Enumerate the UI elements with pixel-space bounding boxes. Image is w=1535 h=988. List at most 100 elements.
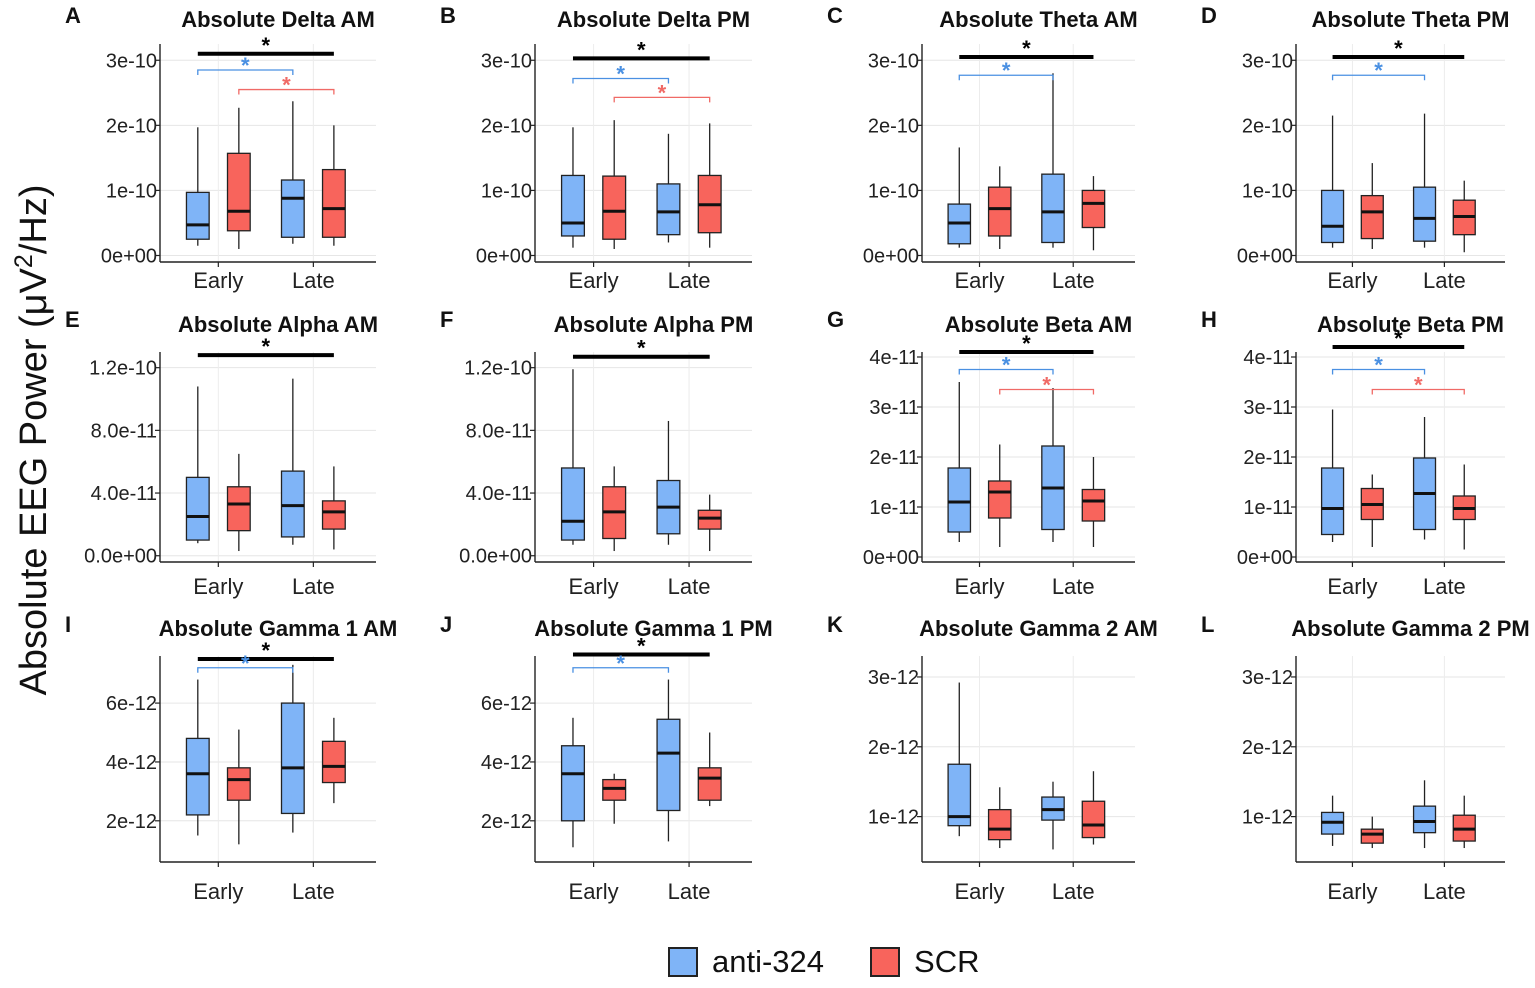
sig-star: * (1022, 36, 1031, 61)
box-body (560, 174, 586, 237)
panel-a: A Absolute Delta AM 0e+00 1e-10 2e-10 3e-10 Ea… (65, 3, 376, 293)
y-axis-main-label: Absolute EEG Power (μV2/Hz) (10, 185, 55, 696)
y-tick-label: 4e-12 (106, 752, 157, 774)
box-anti-early (185, 679, 210, 836)
x-tick-label: Early (193, 268, 243, 293)
panel-f: F Absolute Alpha PM 0.0e+00 4.0e-11 8.0e-11 1… (440, 307, 753, 599)
significance-blue: * (197, 651, 294, 676)
x-tick-label: Early (1327, 879, 1377, 904)
significance-blue: * (572, 651, 670, 676)
box-scr-early (602, 120, 627, 249)
box-anti-early (1320, 409, 1345, 542)
x-tick-label: Early (954, 268, 1004, 293)
panel-title: Absolute Alpha PM (554, 312, 754, 337)
y-tick-label: 0e+00 (863, 245, 919, 267)
y-tick-label: 2e-11 (1243, 447, 1293, 469)
panel-title: Absolute Gamma 1 PM (534, 616, 772, 641)
y-tick-label: 1.2e-10 (464, 358, 532, 380)
y-tick-label: 6e-12 (481, 693, 532, 715)
box-body (987, 808, 1012, 841)
box-anti-late (1412, 780, 1437, 849)
box-anti-late (280, 664, 305, 833)
y-tick-label: 3e-10 (481, 50, 532, 72)
y-tick-label: 8.0e-11 (91, 420, 157, 442)
box-anti-late (1041, 781, 1065, 850)
box-scr-late (1081, 176, 1106, 251)
box-body (280, 470, 305, 538)
y-tick-label: 1e-11 (1243, 497, 1293, 519)
sig-bracket (197, 69, 294, 76)
y-tick-label: 8.0e-11 (466, 420, 532, 442)
panel-title: Absolute Delta PM (557, 7, 750, 32)
box-scr-late (321, 717, 346, 804)
panel-letter: E (65, 307, 80, 332)
box-anti-late (280, 101, 305, 244)
box-anti-late (1412, 113, 1437, 248)
sig-star: * (262, 334, 271, 359)
legend-swatch-scr (870, 947, 901, 977)
significance-blue: * (958, 353, 1054, 378)
y-tick-label: 0e+00 (1237, 547, 1293, 569)
sig-star: * (262, 638, 271, 663)
box-anti-early (947, 682, 972, 837)
sig-bracket (613, 96, 711, 103)
box-scr-early (1360, 163, 1384, 249)
panel-letter: K (827, 612, 843, 637)
panel-letter: I (65, 612, 71, 637)
box-scr-late (697, 123, 722, 248)
sig-star: * (637, 336, 646, 361)
box-scr-late (1452, 180, 1476, 253)
sig-star: * (1414, 373, 1423, 398)
box-body (226, 767, 251, 801)
panel-letter: F (440, 307, 453, 332)
panel-h: H Absolute Beta PM 0e+00 1e-11 2e-11 3e-11 4e-… (1201, 307, 1505, 599)
significance-black: * (959, 331, 1094, 356)
x-tick-label: Early (1327, 574, 1377, 599)
y-tick-label: 0.0e+00 (459, 546, 532, 568)
y-tick-label: 4.0e-11 (466, 483, 532, 505)
y-tick-label: 0e+00 (1237, 245, 1293, 267)
sig-bracket (999, 388, 1095, 395)
sig-bracket (958, 368, 1054, 375)
box-scr-late (321, 466, 346, 550)
y-tick-label: 1e-10 (106, 180, 157, 202)
panel-title: Absolute Beta PM (1317, 312, 1504, 337)
box-body (1081, 189, 1106, 229)
x-tick-label: Late (1052, 268, 1095, 293)
x-tick-label: Late (292, 268, 335, 293)
legend-label-anti: anti-324 (712, 944, 825, 979)
y-tick-label: 1.2e-10 (89, 358, 157, 380)
significance-red: * (999, 373, 1095, 398)
panel-title: Absolute Theta PM (1311, 7, 1509, 32)
sig-star: * (241, 53, 250, 78)
box-scr-late (1452, 795, 1476, 849)
box-body (1041, 173, 1065, 244)
significance-black: * (197, 334, 334, 359)
y-tick-label: 4e-11 (869, 347, 919, 369)
legend-swatch-anti (668, 947, 698, 977)
box-body (697, 509, 722, 530)
y-tick-label: 1e-10 (868, 180, 919, 202)
significance-black: * (197, 638, 334, 663)
sig-star: * (1394, 36, 1403, 61)
y-tick-label: 2e-10 (1242, 115, 1293, 137)
box-body (1081, 488, 1106, 522)
box-body (321, 740, 346, 784)
panel-l: L Absolute Gamma 2 PM 1e-12 2e-12 3e-12 Early… (1201, 612, 1530, 904)
x-tick-label: Late (292, 879, 335, 904)
significance-black: * (572, 634, 710, 659)
box-body (1360, 828, 1384, 844)
sig-star: * (241, 651, 250, 676)
box-body (321, 500, 346, 530)
y-tick-label: 4e-11 (1243, 347, 1293, 369)
box-body (185, 191, 210, 240)
sig-bracket (1331, 74, 1426, 81)
y-tick-label: 3e-12 (868, 667, 919, 689)
box-anti-early (947, 382, 972, 542)
sig-bracket (1371, 388, 1465, 395)
box-body (280, 702, 305, 815)
box-anti-early (1320, 115, 1345, 248)
y-tick-label: 2e-12 (106, 811, 157, 833)
box-body (602, 175, 627, 240)
